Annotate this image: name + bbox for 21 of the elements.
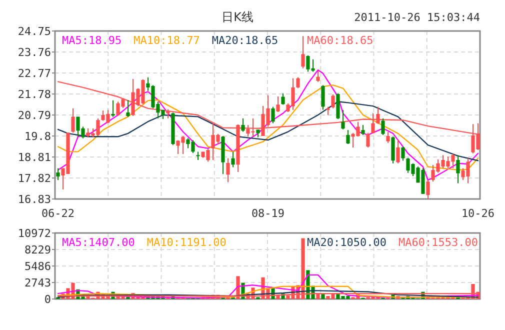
y-tick-label: 8229: [24, 244, 51, 256]
y-tick-label: 21.78: [18, 88, 51, 101]
y-tick-label: 23.76: [18, 46, 51, 59]
x-tick-label: 06-22: [41, 207, 75, 220]
y-tick-label: 18.81: [18, 151, 51, 164]
x-tick-label: 10-26: [461, 207, 495, 220]
x-tick-label: 08-19: [251, 207, 285, 220]
y-tick-label: 17.82: [18, 172, 51, 185]
y-tick-label: 16.83: [18, 193, 51, 206]
y-tick-label: 19.8: [24, 130, 51, 143]
y-tick-label: 24.75: [18, 25, 51, 38]
text: 2011-10-26 15:03:44: [354, 11, 480, 24]
y-tick-label: 5486: [24, 260, 51, 273]
legend: MA5:18.95 MA10:18.77 MA20:18.65 MA60:18.65: [62, 34, 374, 47]
y-tick-label: 2743: [24, 276, 51, 290]
y-tick-label: 10972: [18, 227, 51, 240]
legend: MA5:1407.00 MA10:1191.00 MA20:1050.00 MA60:1553.00: [62, 236, 478, 249]
y-tick-label: 22.77: [18, 67, 51, 80]
y-tick-label: 0: [44, 293, 51, 306]
y-tick-label: 20.79: [18, 109, 51, 122]
chart-title: 日K线: [222, 10, 254, 24]
